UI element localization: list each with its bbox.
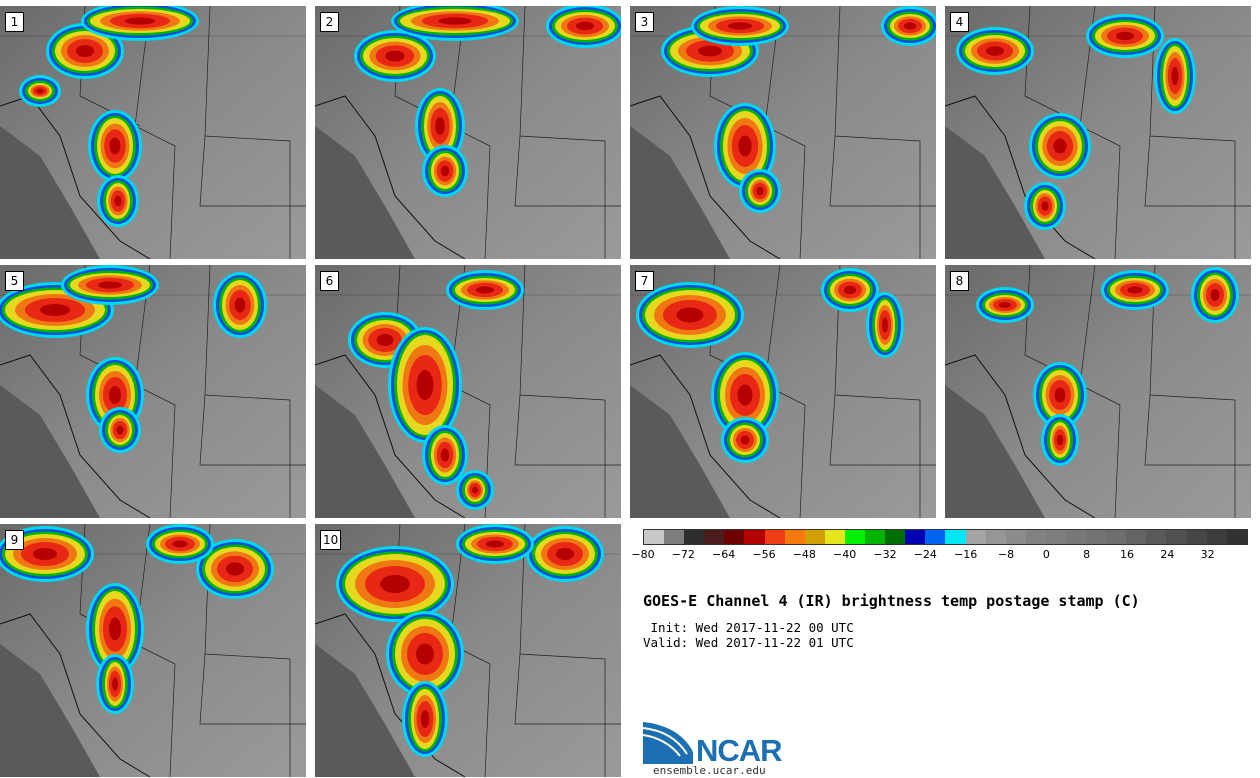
colorbar-swatch — [784, 530, 805, 544]
ncar-logo-icon — [643, 722, 693, 764]
forecast-panel-7: 7 — [630, 265, 936, 518]
satellite-map — [0, 265, 306, 518]
satellite-map — [0, 6, 306, 259]
forecast-panel-1: 1 — [0, 6, 306, 259]
colorbar-tick-label: 0 — [1042, 548, 1050, 561]
satellite-map — [945, 265, 1251, 518]
satellite-map — [315, 265, 621, 518]
colorbar-swatch — [804, 530, 825, 544]
colorbar-tick-label: −64 — [712, 548, 736, 561]
colorbar-swatch — [1025, 530, 1046, 544]
ncar-logo-text: NCAR — [696, 733, 783, 768]
colorbar-tick-label: −40 — [833, 548, 857, 561]
colorbar-swatch — [965, 530, 986, 544]
satellite-map — [630, 265, 936, 518]
colorbar-tick-label: −8 — [997, 548, 1015, 561]
colorbar-tick-label: −72 — [671, 548, 695, 561]
forecast-panel-9: 9 — [0, 524, 306, 777]
panel-number: 5 — [5, 271, 24, 291]
forecast-panel-4: 4 — [945, 6, 1251, 259]
panel-number: 3 — [635, 12, 654, 32]
colorbar-swatch — [744, 530, 765, 544]
valid-time: Valid: Wed 2017-11-22 01 UTC — [643, 635, 854, 650]
colorbar-swatch — [644, 530, 665, 544]
panel-number: 10 — [320, 530, 342, 550]
colorbar-swatch — [664, 530, 685, 544]
colorbar-tick-label: 8 — [1083, 548, 1091, 561]
colorbar-tick-label: 32 — [1200, 548, 1215, 561]
colorbar-tick-label: −80 — [631, 548, 655, 561]
panel-number: 2 — [320, 12, 339, 32]
colorbar-swatch — [945, 530, 966, 544]
colorbar-swatch — [1226, 530, 1247, 544]
colorbar-swatch — [1146, 530, 1167, 544]
colorbar-swatch — [824, 530, 845, 544]
colorbar-swatch — [1065, 530, 1087, 544]
panel-number: 8 — [950, 271, 969, 291]
init-time: Init: Wed 2017-11-22 00 UTC — [643, 620, 854, 635]
satellite-map — [315, 6, 621, 259]
panel-number: 4 — [950, 12, 969, 32]
figure-title: GOES-E Channel 4 (IR) brightness temp po… — [643, 592, 1140, 610]
colorbar-swatch — [1086, 530, 1107, 544]
colorbar-swatch — [704, 530, 725, 544]
site-url: ensemble.ucar.edu — [653, 764, 766, 777]
colorbar-swatch — [1045, 530, 1066, 544]
satellite-map — [0, 524, 306, 777]
forecast-panel-3: 3 — [630, 6, 936, 259]
panel-number: 6 — [320, 271, 339, 291]
colorbar-swatch — [925, 530, 946, 544]
forecast-panel-2: 2 — [315, 6, 621, 259]
satellite-map — [630, 6, 936, 259]
colorbar-tick-label: −56 — [752, 548, 776, 561]
panel-number: 1 — [5, 12, 24, 32]
satellite-map — [945, 6, 1251, 259]
colorbar-swatch — [684, 530, 705, 544]
forecast-panel-5: 5 — [0, 265, 306, 518]
colorbar-tick-label: −16 — [954, 548, 978, 561]
satellite-map — [315, 524, 621, 777]
colorbar-swatch — [1206, 530, 1227, 544]
panel-number: 7 — [635, 271, 654, 291]
colorbar-swatch — [764, 530, 785, 544]
colorbar-swatch — [1186, 530, 1207, 544]
colorbar-tick-label: −48 — [792, 548, 816, 561]
colorbar-tick-label: −32 — [873, 548, 897, 561]
colorbar-swatch — [1166, 530, 1187, 544]
colorbar-ticks: −80 −72 −64 −56 −48 −40 −32 −24 −16 −8 0 8 16 24 32 — [631, 548, 1248, 562]
colorbar-swatch — [865, 530, 886, 544]
colorbar-swatch — [885, 530, 906, 544]
forecast-panel-8: 8 — [945, 265, 1251, 518]
colorbar-tick-label: −24 — [913, 548, 937, 561]
colorbar-swatch — [1126, 530, 1147, 544]
forecast-panel-6: 6 — [315, 265, 621, 518]
colorbar-swatch — [724, 530, 745, 544]
colorbar-swatch — [1005, 530, 1026, 544]
colorbar-swatch — [1106, 530, 1127, 544]
panel-number: 9 — [5, 530, 24, 550]
colorbar-swatch — [985, 530, 1006, 544]
colorbar-swatch — [905, 530, 926, 544]
forecast-panel-10: 10 — [315, 524, 621, 777]
colorbar-tick-label: 24 — [1160, 548, 1175, 561]
colorbar — [643, 529, 1248, 545]
colorbar-tick-label: 16 — [1120, 548, 1134, 561]
colorbar-swatch — [844, 530, 866, 544]
